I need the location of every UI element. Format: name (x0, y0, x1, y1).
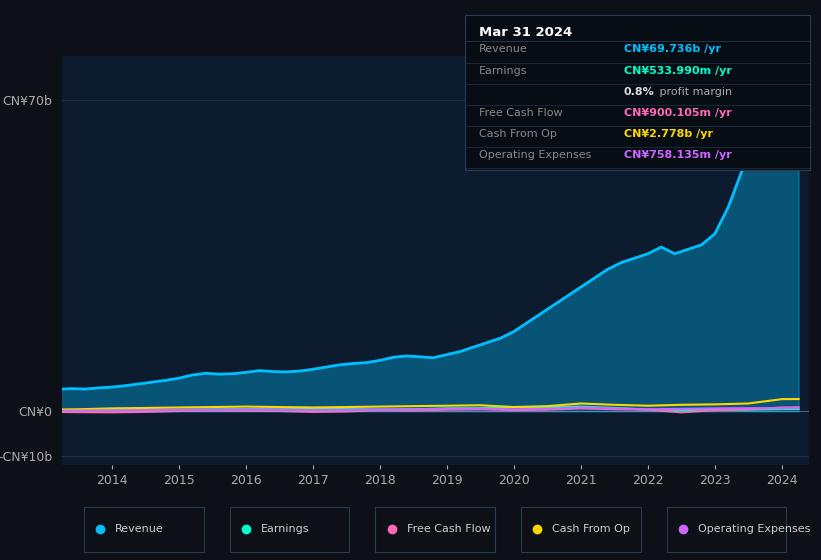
Text: Earnings: Earnings (261, 524, 310, 534)
FancyBboxPatch shape (521, 507, 640, 552)
Text: Cash From Op: Cash From Op (553, 524, 631, 534)
Text: CN¥69.736b /yr: CN¥69.736b /yr (624, 44, 721, 54)
FancyBboxPatch shape (667, 507, 787, 552)
Text: CN¥2.778b /yr: CN¥2.778b /yr (624, 129, 713, 139)
FancyBboxPatch shape (375, 507, 495, 552)
Text: Revenue: Revenue (479, 44, 528, 54)
Text: 0.8%: 0.8% (624, 87, 654, 97)
Text: CN¥900.105m /yr: CN¥900.105m /yr (624, 108, 732, 118)
FancyBboxPatch shape (230, 507, 349, 552)
Text: Free Cash Flow: Free Cash Flow (479, 108, 562, 118)
Text: profit margin: profit margin (657, 87, 732, 97)
Text: Revenue: Revenue (116, 524, 164, 534)
Text: Free Cash Flow: Free Cash Flow (406, 524, 490, 534)
Text: CN¥758.135m /yr: CN¥758.135m /yr (624, 151, 732, 160)
Text: Operating Expenses: Operating Expenses (479, 151, 591, 160)
Text: Cash From Op: Cash From Op (479, 129, 557, 139)
Text: Mar 31 2024: Mar 31 2024 (479, 26, 572, 39)
Text: Operating Expenses: Operating Expenses (698, 524, 810, 534)
FancyBboxPatch shape (84, 507, 204, 552)
Text: Earnings: Earnings (479, 66, 527, 76)
Text: CN¥533.990m /yr: CN¥533.990m /yr (624, 66, 732, 76)
